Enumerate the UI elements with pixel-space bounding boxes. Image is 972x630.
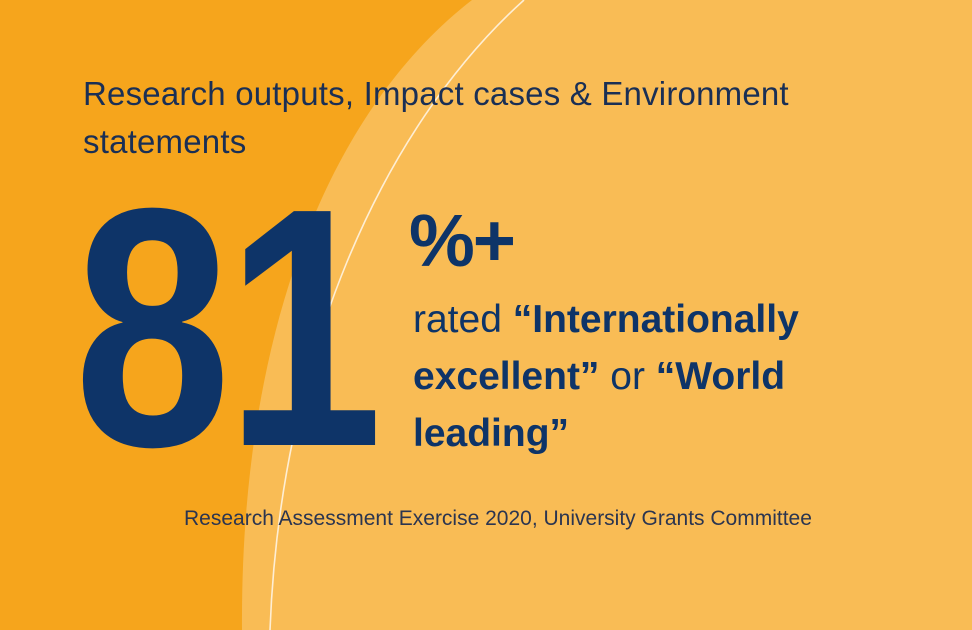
light-circle-shape [241, 0, 972, 630]
arc-line [269, 0, 525, 630]
rating-term-internationally-excellent: “Internationally excellent” [413, 298, 799, 398]
source-citation: Research Assessment Exercise 2020, Unive… [184, 507, 812, 530]
percent-plus-suffix: %+ [409, 199, 516, 282]
heading: Research outputs, Impact cases & Environ… [83, 75, 789, 160]
rating-term-world-leading: “World leading” [413, 355, 786, 455]
rating-prefix: rated [413, 298, 513, 341]
big-number: 81 [74, 138, 383, 518]
rating-description: rated “Internationally excellent” or “Wo… [413, 291, 853, 462]
rating-joiner: or [599, 355, 656, 398]
